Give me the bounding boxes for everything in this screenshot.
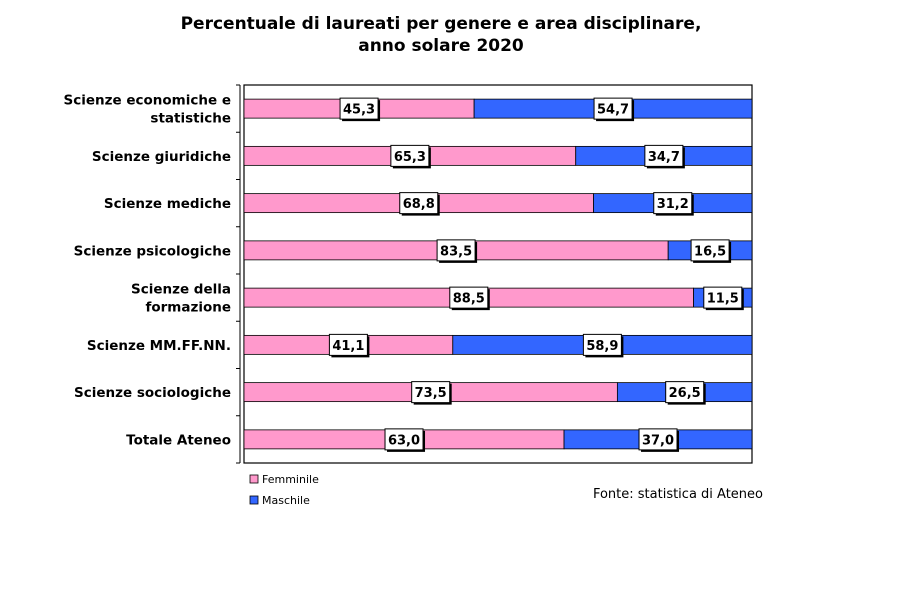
category-label-line: Totale Ateneo: [126, 432, 231, 448]
data-label-box: [593, 97, 633, 120]
source-note: Fonte: statistica di Ateneo: [593, 487, 763, 502]
data-label-box: [339, 97, 379, 120]
data-label-box: [390, 144, 430, 167]
category-label: Scienze economiche e statistiche: [64, 93, 231, 127]
data-label-femminile: 73,5: [411, 381, 452, 405]
chart-title-line-2: anno solare 2020: [358, 36, 524, 56]
data-label-box: [703, 286, 743, 309]
category-label: Scienze psicologiche: [74, 243, 231, 259]
data-label-box: [665, 381, 705, 404]
data-label-box: [399, 192, 439, 215]
data-label-femminile: 63,0: [384, 428, 426, 452]
data-label-maschile: 11,5: [703, 286, 744, 311]
data-label-text: 65,3: [394, 150, 426, 165]
data-label-text: 11,5: [707, 292, 739, 307]
category-label-line: Scienze psicologiche: [74, 243, 231, 259]
data-label-text: 41,1: [332, 339, 364, 354]
category-label-line: statistiche: [150, 111, 231, 127]
data-label-femminile: 45,3: [339, 97, 381, 122]
legend-label-femminile: Femminile: [262, 473, 319, 486]
data-label-text: 58,9: [586, 339, 618, 354]
data-labels: 45,3 54,7 65,3 34,7 68,8 31,2 83,5 16,5 88,5 11,5…: [328, 97, 744, 452]
data-label-text: 73,5: [415, 386, 447, 401]
legend-swatch-maschile: [249, 495, 259, 505]
plot-area: [243, 84, 753, 464]
data-label-box: [436, 239, 476, 262]
legend-swatch-femminile: [249, 474, 259, 484]
data-label-femminile: 65,3: [390, 144, 431, 169]
data-label-box: [638, 428, 678, 451]
data-label-text: 68,8: [403, 197, 435, 212]
category-label: Scienze MM.FF.NN.: [87, 338, 231, 354]
data-label-maschile: 16,5: [690, 239, 732, 263]
data-label-femminile: 83,5: [436, 239, 478, 263]
y-axis-ticks: [236, 84, 240, 464]
category-label-line: Scienze giuridiche: [92, 149, 231, 165]
data-label-text: 88,5: [453, 292, 485, 307]
data-label-text: 16,5: [694, 244, 726, 259]
data-label-text: 34,7: [648, 150, 680, 165]
category-label-line: Scienze sociologiche: [74, 385, 231, 401]
data-label-box: [449, 286, 489, 309]
data-label-maschile: 26,5: [665, 381, 706, 405]
data-label-box: [582, 333, 622, 356]
data-label-text: 54,7: [597, 103, 629, 118]
data-label-box: [384, 428, 424, 451]
data-label-box: [328, 333, 368, 356]
data-label-femminile: 88,5: [449, 286, 490, 311]
category-label-line: Scienze mediche: [104, 196, 231, 212]
data-label-femminile: 41,1: [328, 333, 370, 358]
category-label: Totale Ateneo: [126, 432, 231, 448]
data-label-box: [690, 239, 730, 262]
data-label-box: [653, 192, 693, 215]
data-label-text: 31,2: [657, 197, 689, 212]
data-label-text: 37,0: [642, 433, 674, 448]
data-label-text: 83,5: [440, 244, 472, 259]
data-label-femminile: 68,8: [399, 192, 440, 216]
category-label: Scienze giuridiche: [92, 149, 231, 165]
data-label-maschile: 34,7: [644, 144, 685, 169]
category-label-line: formazione: [145, 300, 231, 316]
data-label-box: [411, 381, 451, 404]
category-labels: Scienze economiche e statistiche Scienze g…: [64, 93, 231, 449]
data-label-text: 26,5: [669, 386, 701, 401]
category-label: Scienze della formazione: [131, 282, 231, 316]
chart-title-line-1: Percentuale di laureati per genere e are…: [181, 14, 702, 34]
category-label: Scienze mediche: [104, 196, 231, 212]
category-label-line: Scienze economiche e: [64, 93, 231, 109]
category-label-line: Scienze MM.FF.NN.: [87, 338, 231, 354]
data-label-text: 63,0: [388, 433, 420, 448]
data-label-box: [644, 144, 684, 167]
data-label-maschile: 58,9: [582, 333, 624, 358]
data-label-maschile: 54,7: [593, 97, 635, 122]
data-label-text: 45,3: [343, 103, 375, 118]
legend-label-maschile: Maschile: [262, 494, 310, 507]
legend: Femminile Maschile: [249, 473, 319, 507]
category-label-line: Scienze della: [131, 282, 231, 298]
category-label: Scienze sociologiche: [74, 385, 231, 401]
data-label-maschile: 31,2: [653, 192, 694, 216]
data-label-maschile: 37,0: [638, 428, 680, 452]
